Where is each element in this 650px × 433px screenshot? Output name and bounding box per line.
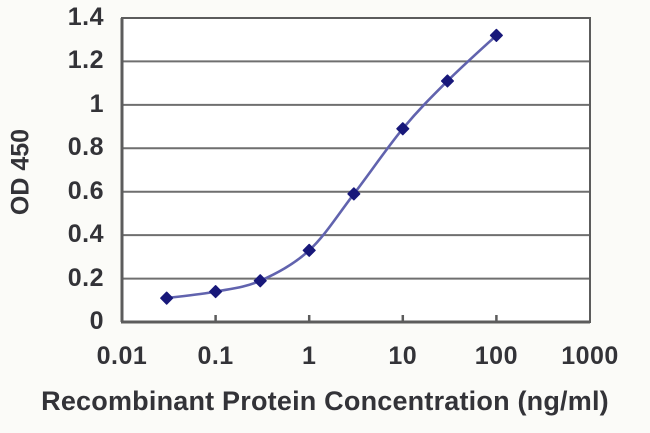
data-point-marker [302, 243, 316, 257]
data-point-marker [160, 291, 174, 305]
y-tick-label: 0.4 [67, 220, 104, 249]
grid-layer [122, 17, 590, 322]
data-point-marker [253, 274, 267, 288]
x-tick-label: 0.1 [197, 342, 234, 370]
y-tick-label: 0.6 [67, 176, 104, 205]
y-tick-label: 1.2 [67, 46, 104, 75]
x-tick-label: 100 [474, 342, 518, 370]
series-layer [160, 28, 503, 305]
frame-layer [120, 17, 591, 324]
data-point-marker [347, 187, 361, 201]
x-tick-label: 0.01 [96, 342, 148, 370]
x-tick-label: 1 [301, 342, 317, 370]
x-tick-label: 1000 [561, 342, 619, 370]
y-axis-title: OD 450 [6, 128, 35, 216]
data-point-marker [440, 74, 455, 88]
y-tick-label: 1.4 [67, 3, 104, 31]
x-tick-label: 10 [388, 342, 418, 370]
x-axis-title: Recombinant Protein Concentration (ng/ml… [41, 386, 609, 416]
plot-background [122, 18, 590, 322]
y-tick-label: 0.8 [67, 133, 104, 162]
y-tick-label: 0.2 [67, 263, 104, 292]
y-tick-label: 0 [89, 307, 104, 335]
data-point-marker [396, 122, 410, 136]
data-point-marker [489, 28, 503, 42]
y-tick-label: 1 [89, 89, 104, 118]
data-point-marker [209, 285, 223, 299]
